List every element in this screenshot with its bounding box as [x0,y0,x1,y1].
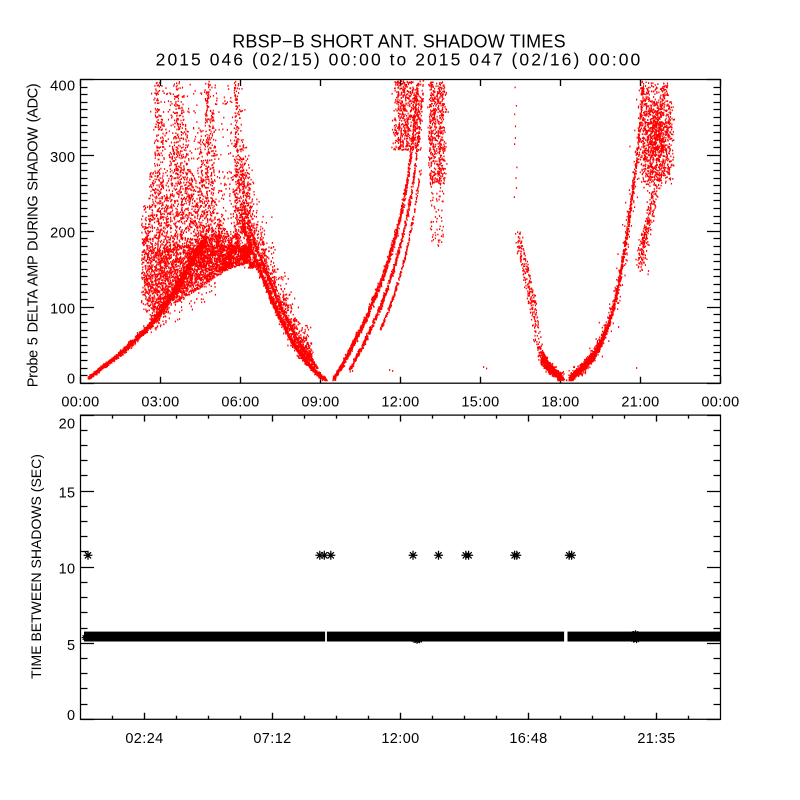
svg-text:02:24: 02:24 [125,731,163,747]
svg-text:21:35: 21:35 [637,731,675,747]
svg-text:10: 10 [59,561,76,577]
svg-text:09:00: 09:00 [301,395,339,411]
svg-text:Probe 5 DELTA AMP DURING SHADO: Probe 5 DELTA AMP DURING SHADOW (ADC) [26,84,42,388]
svg-text:20: 20 [59,416,76,432]
svg-text:18:00: 18:00 [541,395,579,411]
svg-text:RBSP−B SHORT ANT. SHADOW TIMES: RBSP−B SHORT ANT. SHADOW TIMES [232,32,566,52]
svg-text:00:00: 00:00 [61,395,99,411]
svg-text:16:48: 16:48 [509,731,547,747]
svg-text:15: 15 [59,485,76,501]
svg-text:21:00: 21:00 [621,395,659,411]
svg-text:2015 046 (02/15) 00:00 to 2015: 2015 046 (02/15) 00:00 to 2015 047 (02/1… [156,50,643,70]
svg-text:15:00: 15:00 [461,395,499,411]
svg-text:07:12: 07:12 [253,731,291,747]
svg-text:5: 5 [67,638,75,654]
svg-text:0: 0 [67,372,75,388]
svg-text:400: 400 [50,78,75,94]
svg-text:300: 300 [50,150,75,166]
svg-text:0: 0 [67,708,75,724]
svg-text:06:00: 06:00 [221,395,259,411]
svg-text:00:00: 00:00 [701,395,739,411]
svg-text:200: 200 [50,226,75,242]
svg-text:TIME BETWEEN SHADOWS (SEC): TIME BETWEEN SHADOWS (SEC) [28,454,44,679]
svg-text:12:00: 12:00 [381,395,419,411]
svg-text:03:00: 03:00 [141,395,179,411]
svg-text:12:00: 12:00 [381,731,419,747]
svg-text:100: 100 [50,302,75,318]
